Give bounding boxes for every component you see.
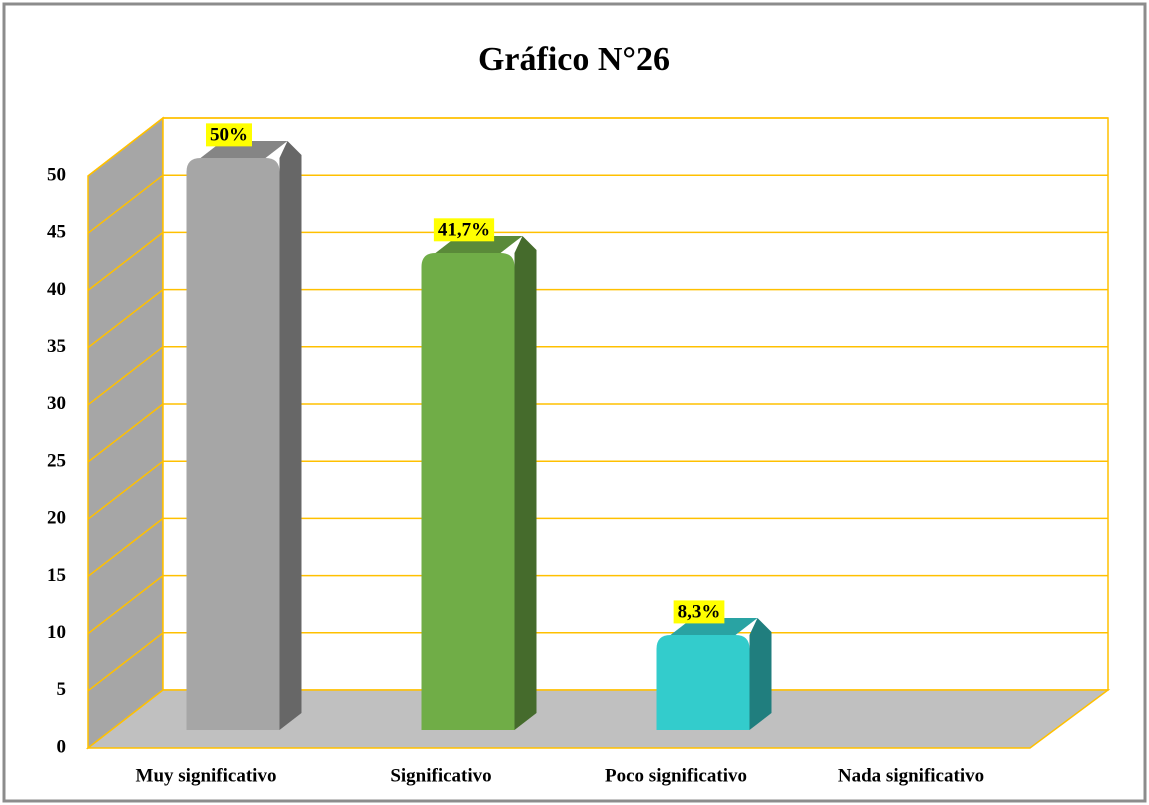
value-label: 50% [210, 124, 248, 145]
grid-line [87, 517, 164, 577]
grid-line [87, 289, 164, 349]
grid-line [87, 575, 164, 635]
grid-line [87, 117, 164, 177]
value-label: 41,7% [438, 219, 490, 240]
x-tick-label: Muy significativo [136, 765, 277, 786]
y-tick-label: 35 [47, 336, 66, 357]
y-tick-label: 20 [47, 508, 66, 529]
bar [656, 635, 750, 730]
y-tick-label: 0 [57, 736, 67, 757]
y-tick-label: 30 [47, 393, 66, 414]
bar-side [279, 141, 302, 730]
bar [421, 252, 515, 730]
x-tick-label: Poco significativo [605, 765, 747, 786]
bar-side [514, 235, 537, 730]
y-tick-label: 10 [47, 622, 66, 643]
value-label-bg [673, 600, 725, 624]
y-tick-label: 50 [47, 164, 66, 185]
grid-line [87, 174, 164, 234]
grid-line [87, 231, 164, 291]
x-tick-label: Nada significativo [838, 765, 984, 786]
value-label-bg [206, 123, 252, 147]
value-label-bg [433, 218, 495, 242]
floor [85, 689, 1111, 749]
grid-line [87, 403, 164, 463]
value-label: 8,3% [678, 601, 721, 622]
y-tick-label: 15 [47, 565, 66, 586]
grid-line [87, 346, 164, 406]
y-tick-label: 40 [47, 279, 66, 300]
grid-line [87, 460, 164, 520]
bar [186, 158, 280, 730]
y-tick-label: 45 [47, 222, 66, 243]
y-tick-label: 25 [47, 450, 66, 471]
y-tick-label: 5 [57, 679, 67, 700]
grid-line [87, 632, 164, 692]
chart-title: Gráfico N°26 [478, 41, 670, 78]
bar-side [749, 618, 772, 730]
x-tick-label: Significativo [390, 765, 491, 786]
